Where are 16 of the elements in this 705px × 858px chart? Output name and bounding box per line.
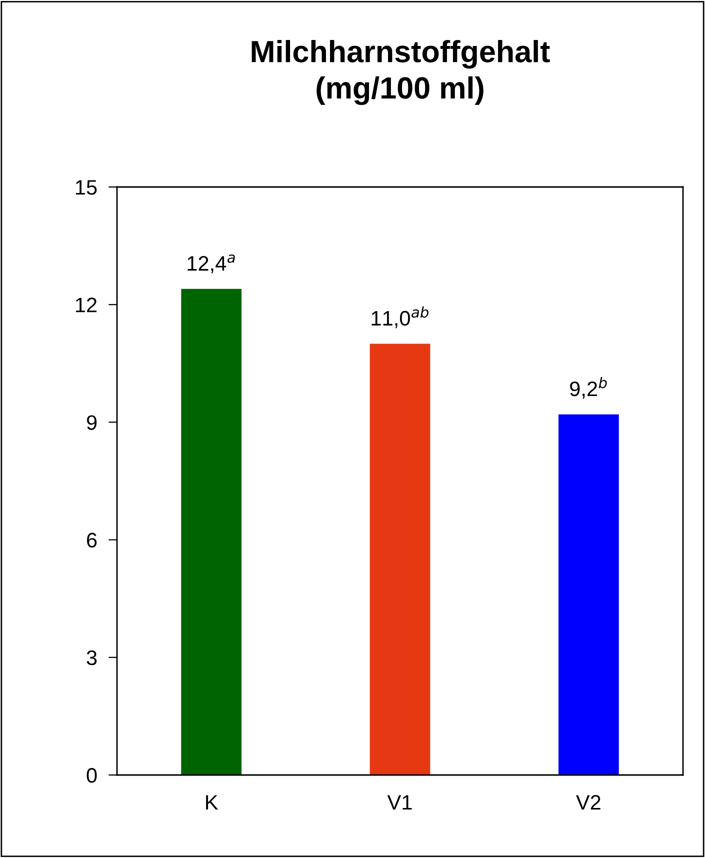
y-tick-label: 0 — [86, 768, 97, 783]
x-tick-label: V2 — [576, 794, 600, 810]
bar — [370, 344, 430, 775]
chart-title: Milchharnstoffgehalt (mg/100 ml) — [252, 40, 550, 105]
data-label: 9,2$^{b}$ — [570, 376, 607, 399]
y-tick-label: 12 — [76, 298, 97, 312]
bar — [181, 288, 242, 775]
bar — [558, 414, 619, 775]
y-tick-label: 6 — [87, 532, 97, 548]
y-tick-label: 3 — [86, 650, 97, 666]
y-tick-label: 15 — [76, 180, 97, 195]
y-tick-label: 9 — [86, 415, 97, 430]
data-label: 11,0$^{ab}$ — [372, 306, 428, 328]
x-tick-label: K — [206, 795, 218, 810]
x-tick-label: V1 — [387, 795, 412, 810]
data-label: 12,4$^{a}$ — [188, 254, 235, 274]
